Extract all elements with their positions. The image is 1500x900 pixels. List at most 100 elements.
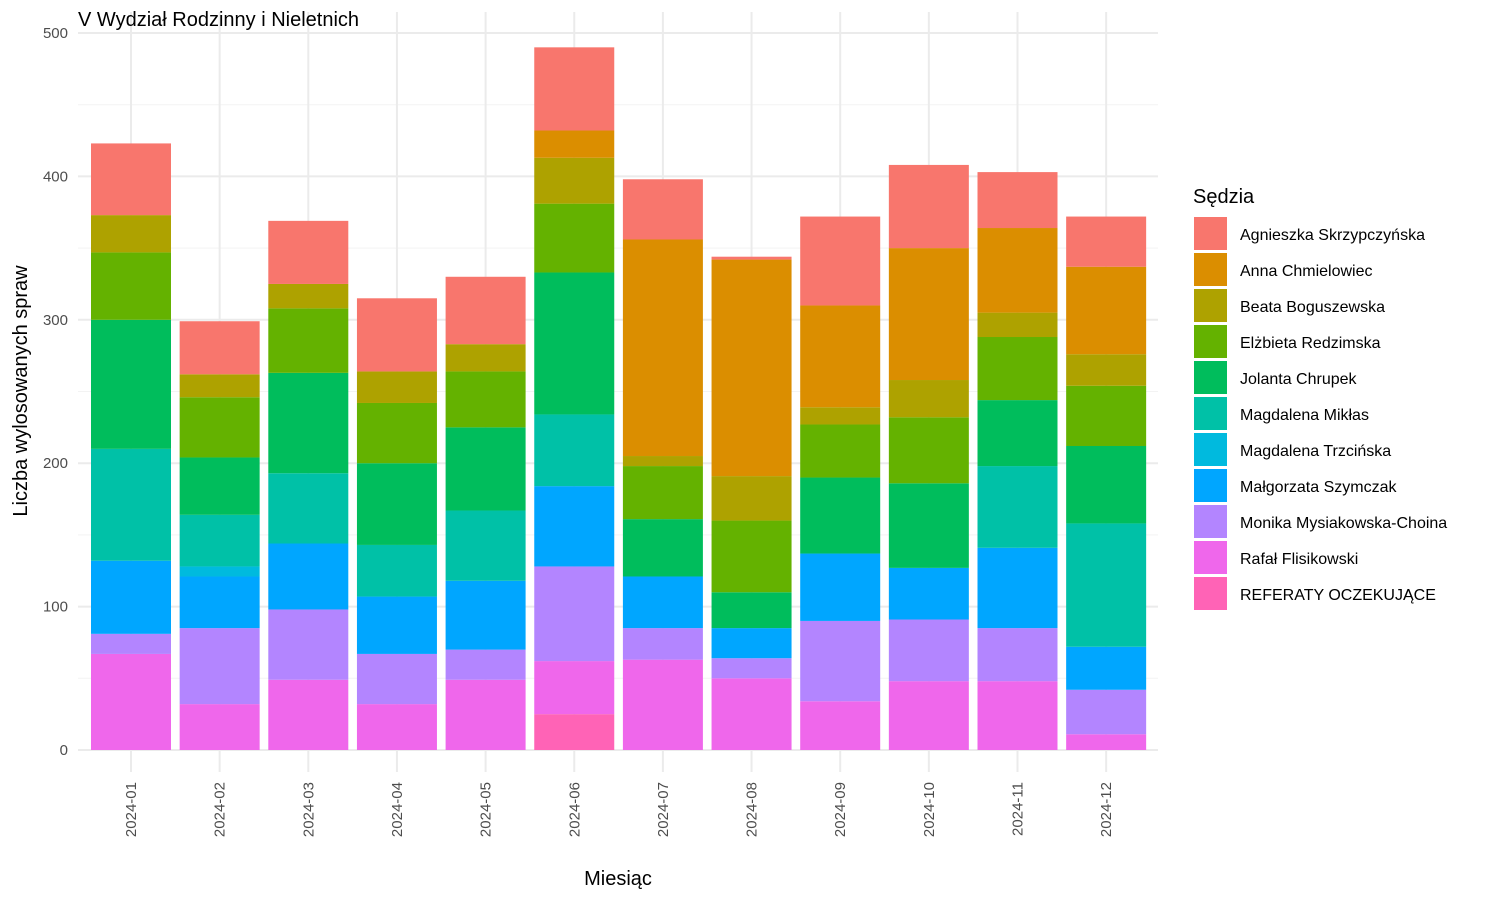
bar-segment bbox=[711, 658, 792, 679]
legend-title: Sędzia bbox=[1193, 186, 1255, 208]
bar-segment bbox=[534, 566, 615, 662]
legend-label: Anna Chmielowiec bbox=[1240, 263, 1373, 280]
bar-segment bbox=[534, 47, 615, 131]
bar-segment bbox=[622, 576, 703, 629]
bar-segment bbox=[977, 681, 1058, 750]
bar-segment bbox=[356, 704, 437, 750]
legend-swatch bbox=[1194, 325, 1227, 358]
bar-segment bbox=[888, 248, 969, 381]
legend-label: REFERATY OCZEKUJĄCE bbox=[1240, 587, 1436, 604]
bar-segment bbox=[356, 371, 437, 403]
y-tick-label: 0 bbox=[60, 742, 68, 759]
legend-swatch bbox=[1194, 217, 1227, 250]
bar-segment bbox=[445, 276, 526, 345]
bar-segment bbox=[800, 305, 881, 408]
legend-label: Elżbieta Redzimska bbox=[1240, 335, 1381, 352]
x-tick-label: 2024-06 bbox=[566, 782, 583, 837]
legend-swatch bbox=[1194, 289, 1227, 322]
bar-segment bbox=[622, 456, 703, 467]
bar-segment bbox=[1066, 216, 1147, 267]
bar-segment bbox=[977, 337, 1058, 401]
bar-segment bbox=[800, 620, 881, 702]
bar-segment bbox=[1066, 646, 1147, 690]
bar-segment bbox=[91, 215, 171, 253]
bar-segment bbox=[977, 547, 1058, 629]
bar-segment bbox=[622, 659, 703, 750]
bar-segment bbox=[268, 473, 349, 544]
bar-segment bbox=[356, 402, 437, 464]
bar-segment bbox=[800, 424, 881, 478]
bar-segment bbox=[534, 486, 615, 567]
bar-segment bbox=[179, 397, 260, 458]
bar-segment bbox=[445, 510, 526, 581]
bar-segment bbox=[977, 172, 1058, 229]
bar-segment bbox=[888, 483, 969, 568]
bar-segment bbox=[91, 448, 171, 561]
bar-segment bbox=[445, 580, 526, 650]
bar-segment bbox=[711, 520, 792, 593]
bar-segment bbox=[356, 463, 437, 545]
bar-segment bbox=[888, 417, 969, 484]
bar-segment bbox=[800, 407, 881, 425]
bar-segment bbox=[1066, 689, 1147, 735]
bar-segment bbox=[534, 130, 615, 158]
x-tick-label: 2024-11 bbox=[1010, 782, 1027, 836]
x-tick-label: 2024-05 bbox=[478, 782, 495, 837]
bar-segment bbox=[268, 372, 349, 474]
legend-label: Agnieszka Skrzypczyńska bbox=[1240, 227, 1425, 244]
y-tick-label: 500 bbox=[43, 25, 68, 42]
bar-segment bbox=[356, 298, 437, 372]
legend-swatch bbox=[1194, 505, 1227, 538]
bar-segment bbox=[711, 592, 792, 629]
bar-segment bbox=[977, 400, 1058, 467]
legend-items: Agnieszka Skrzypczyńska Anna Chmielowiec B… bbox=[1194, 217, 1447, 610]
x-tick-label: 2024-12 bbox=[1098, 782, 1115, 837]
bar-segment bbox=[179, 566, 260, 577]
x-axis-title: Miesiąc bbox=[584, 868, 652, 890]
legend-label: Magdalena Mikłas bbox=[1240, 407, 1369, 424]
bar-segment bbox=[534, 157, 615, 204]
bar-segment bbox=[179, 457, 260, 515]
bar-segment bbox=[268, 609, 349, 680]
bar-segment bbox=[534, 714, 615, 750]
bar-segment bbox=[91, 653, 171, 750]
bar-segment bbox=[800, 477, 881, 554]
y-axis-ticks: 0 100 200 300 400 500 bbox=[43, 25, 68, 759]
bar-segment bbox=[711, 476, 792, 521]
y-tick-label: 200 bbox=[43, 455, 68, 472]
bar-segment bbox=[356, 596, 437, 654]
bar-segment bbox=[179, 321, 260, 375]
bar-segment bbox=[977, 628, 1058, 682]
x-tick-label: 2024-09 bbox=[832, 782, 849, 837]
bar-segment bbox=[1066, 385, 1147, 446]
x-tick-label: 2024-02 bbox=[212, 782, 229, 837]
bar-segment bbox=[622, 466, 703, 520]
x-tick-label: 2024-08 bbox=[744, 782, 761, 837]
bar-segment bbox=[268, 679, 349, 750]
bar-segment bbox=[800, 701, 881, 750]
x-tick-label: 2024-03 bbox=[300, 782, 317, 837]
bar-segment bbox=[91, 319, 171, 449]
bars bbox=[91, 47, 1147, 750]
bar-segment bbox=[622, 239, 703, 457]
x-axis-ticks: 2024-01 2024-02 2024-03 2024-04 2024-05 2024-… bbox=[123, 782, 1115, 837]
legend-swatch bbox=[1194, 433, 1227, 466]
bar-segment bbox=[800, 553, 881, 621]
bar-segment bbox=[268, 220, 349, 284]
bar-segment bbox=[977, 466, 1058, 548]
bar-segment bbox=[91, 252, 171, 320]
x-tick-label: 2024-04 bbox=[389, 782, 406, 837]
legend-swatch bbox=[1194, 397, 1227, 430]
bar-segment bbox=[711, 628, 792, 659]
legend-swatch bbox=[1194, 577, 1227, 610]
bar-segment bbox=[1066, 445, 1147, 524]
legend-label: Beata Boguszewska bbox=[1240, 299, 1385, 316]
bar-segment bbox=[1066, 354, 1147, 386]
bar-segment bbox=[445, 427, 526, 511]
bar-segment bbox=[445, 679, 526, 750]
bar-segment bbox=[888, 164, 969, 249]
x-tick-label: 2024-07 bbox=[655, 782, 672, 837]
x-tick-label: 2024-10 bbox=[921, 782, 938, 837]
bar-segment bbox=[711, 678, 792, 750]
